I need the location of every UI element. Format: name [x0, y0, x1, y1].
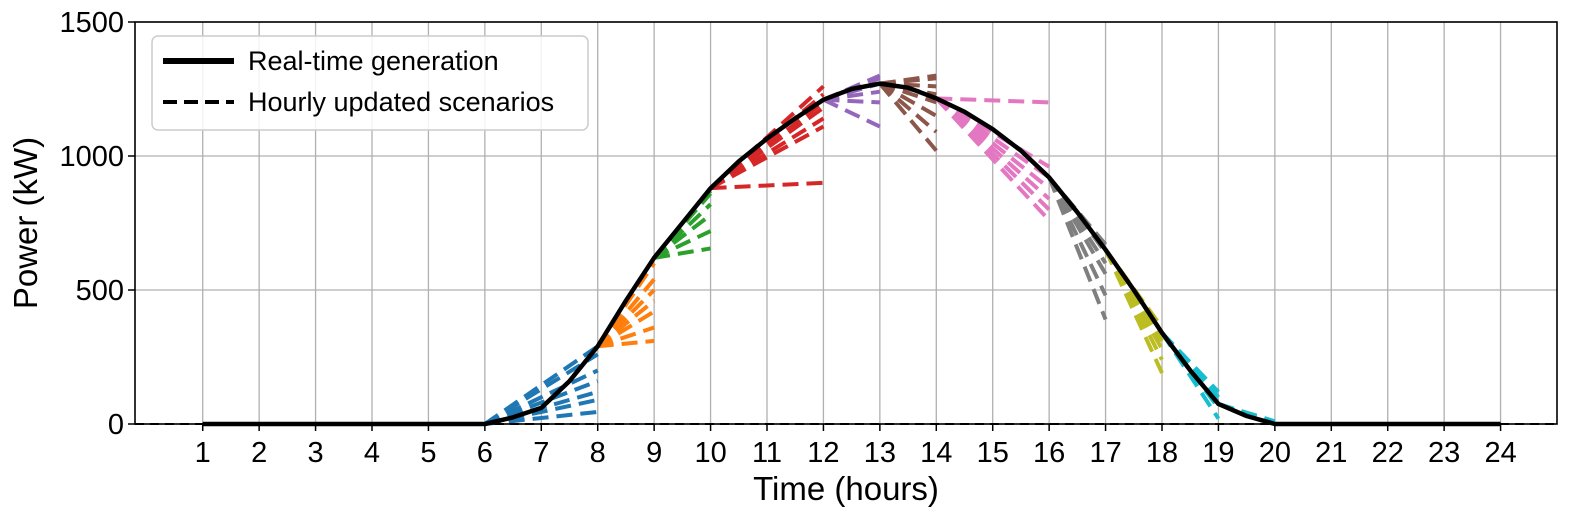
x-tick-label: 3	[308, 437, 324, 469]
scenario-line	[878, 81, 938, 118]
scenario-line	[1103, 248, 1164, 350]
x-tick-label: 24	[1484, 437, 1516, 469]
x-tick-label: 8	[590, 437, 606, 469]
y-axis-label: Power (kW)	[7, 137, 44, 309]
x-tick-label: 17	[1089, 437, 1121, 469]
scenario-line	[484, 409, 598, 426]
scenario-line	[822, 97, 881, 129]
scenario-line	[484, 379, 599, 426]
scenario-line	[709, 116, 825, 190]
scenario-group	[934, 96, 1051, 222]
scenario-line	[1047, 176, 1108, 265]
scenario-line	[935, 96, 1051, 169]
x-tick-label: 10	[694, 437, 726, 469]
x-tick-label: 1	[195, 437, 211, 469]
x-tick-label: 6	[477, 437, 493, 469]
scenario-line	[1103, 248, 1164, 374]
y-tick-label: 1500	[59, 7, 124, 39]
plot-frame	[134, 21, 1558, 425]
scenario-line	[936, 96, 1050, 105]
y-tick-label: 1000	[59, 141, 124, 173]
real-time-generation-layer	[202, 81, 1501, 427]
x-tick-label: 13	[864, 437, 896, 469]
scenario-line	[935, 96, 1051, 190]
legend-box	[151, 35, 589, 131]
x-tick-label: 11	[752, 437, 782, 469]
scenario-line	[1047, 176, 1108, 275]
legend-entry-scenarios: Hourly updated scenarios	[248, 87, 554, 117]
scenario-line	[1047, 176, 1108, 297]
x-tick-label: 20	[1259, 437, 1291, 469]
x-axis-label: Time (hours)	[753, 470, 939, 507]
ticks: 1 2 3 4 5 6 7 8 9 10 11 12 13 14 15 16 17 18 19 20 21 22 23 240…	[59, 7, 1516, 469]
x-tick-label: 15	[977, 437, 1009, 469]
x-tick-label: 18	[1146, 437, 1178, 469]
y-tick-label: 0	[108, 409, 124, 441]
scenario-line	[653, 246, 711, 260]
x-tick-label: 14	[920, 437, 952, 469]
scenario-line	[484, 397, 599, 426]
x-tick-label: 9	[646, 437, 662, 469]
x-tick-label: 22	[1372, 437, 1404, 469]
x-tick-label: 4	[364, 437, 380, 469]
scenario-group	[1103, 248, 1164, 374]
scenario-line	[709, 124, 825, 190]
scenario-line	[878, 82, 938, 152]
real-time-generation-line	[202, 81, 1501, 427]
x-tick-label: 16	[1033, 437, 1065, 469]
scenario-line	[1160, 331, 1221, 420]
x-tick-label: 12	[807, 437, 839, 469]
x-tick-label: 21	[1315, 437, 1347, 469]
scenario-line	[483, 368, 599, 426]
y-tick-label: 500	[76, 275, 124, 307]
scenario-line	[879, 73, 937, 86]
scenario-line	[1103, 248, 1164, 342]
legend-entry-real-time: Real-time generation	[248, 46, 499, 76]
scenario-line	[1103, 248, 1164, 361]
x-tick-label: 23	[1428, 437, 1460, 469]
scenario-line	[597, 325, 655, 349]
x-tick-label: 2	[251, 437, 267, 469]
scenario-line	[878, 82, 938, 134]
x-tick-label: 7	[533, 437, 549, 469]
x-tick-label: 19	[1202, 437, 1234, 469]
scenario-line	[710, 180, 824, 191]
scenario-line	[597, 338, 655, 349]
scenario-line	[653, 229, 712, 260]
x-tick-label: 5	[420, 437, 436, 469]
scenario-group	[1047, 176, 1108, 321]
legend: Real-time generation Hourly updated scen…	[151, 35, 589, 131]
